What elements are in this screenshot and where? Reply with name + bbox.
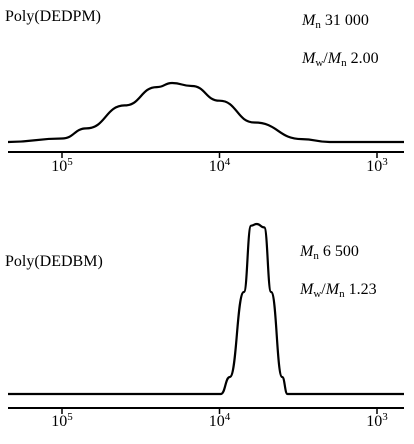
panel-1-x-tick-label-3: 103 <box>366 156 388 175</box>
panel-2-distribution-curve <box>8 222 404 396</box>
panel-1-mn-symbol: M <box>302 12 316 29</box>
panel-2-pdi-mn: M <box>325 281 340 298</box>
panel-1-mn-sub: n <box>315 19 321 31</box>
panel-2-mn-value: 6 500 <box>322 243 359 260</box>
panel-2-x-tick-label-3: 103 <box>366 411 388 430</box>
panel-2-x-tick-label-1: 105 <box>51 411 73 430</box>
panel-2-pdi-mw: M <box>300 281 314 298</box>
panel-2-pdi-slash: / <box>321 281 326 298</box>
panel-2-title: Poly(DEDBM) <box>5 253 103 270</box>
panel-1-x-tick-label-2: 104 <box>208 156 231 175</box>
panel-1-distribution-curve <box>7 81 404 144</box>
panel-2-mn-symbol: M <box>300 243 314 260</box>
panel-1-x-tick-label-1: 105 <box>51 156 73 175</box>
panel-2-pdi-mn-sub: n <box>339 288 345 300</box>
panel-1-pdi-mw: M <box>302 50 316 67</box>
panel-1-pdi-mn: M <box>327 50 342 67</box>
panel-1-title: Poly(DEDPM) <box>5 8 102 25</box>
panel-2-pdi-value: 1.23 <box>348 281 377 298</box>
panel-1-mn-value: 31 000 <box>324 12 369 29</box>
panel-2-mn-stat: Mn 6 500 <box>300 243 359 262</box>
panel-1-mn-stat: Mn 31 000 <box>302 12 369 31</box>
panel-2-pdi-mw-sub: w <box>313 288 322 300</box>
panel-2-mn-sub: n <box>313 250 319 262</box>
panel-1-pdi-stat: Mw/Mn 2.00 <box>302 50 379 69</box>
panel-1-pdi-mw-sub: w <box>315 57 324 69</box>
panel-2-pdi-stat: Mw/Mn 1.23 <box>300 281 377 300</box>
panel-1-pdi-slash: / <box>323 50 328 67</box>
panel-1-pdi-value: 2.00 <box>350 50 379 67</box>
panel-1-pdi-mn-sub: n <box>341 57 347 69</box>
panel-2-x-tick-label-2: 104 <box>208 411 231 430</box>
